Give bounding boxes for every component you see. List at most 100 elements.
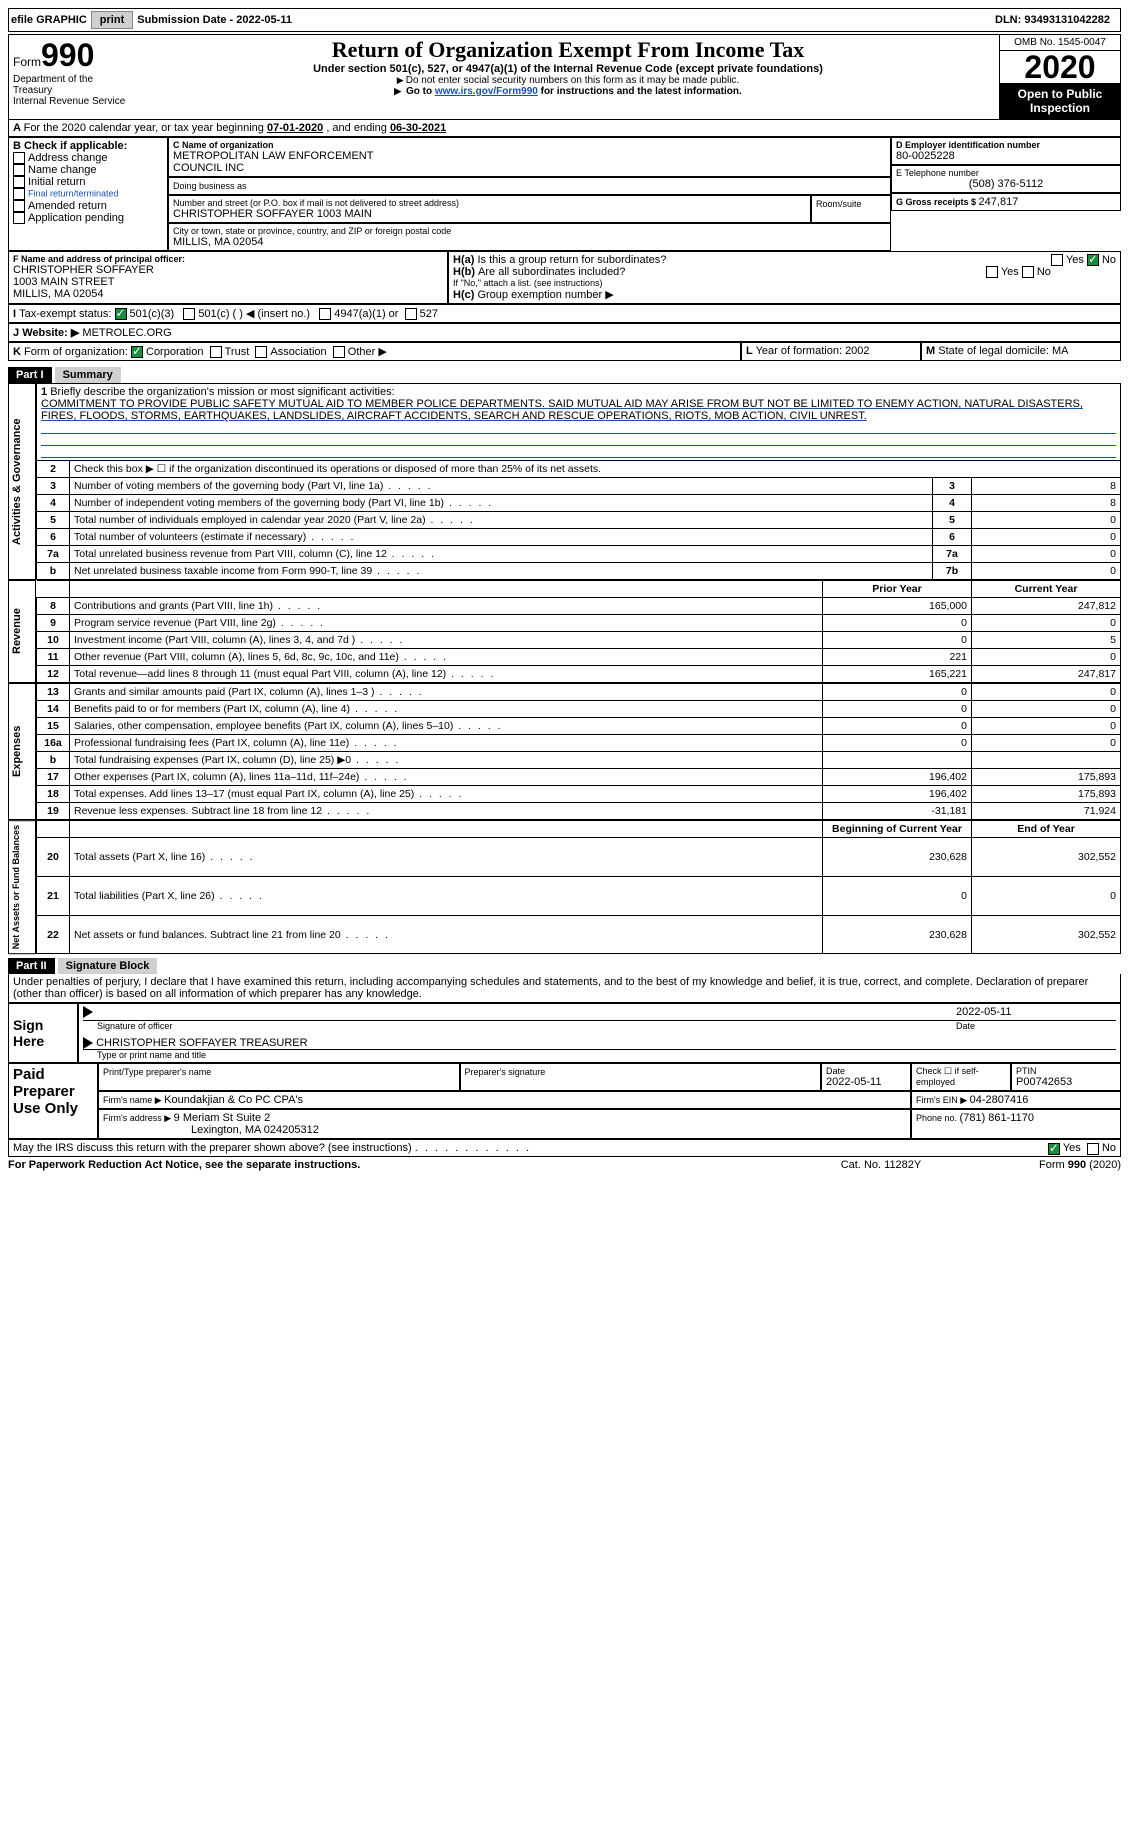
ein: 80-0025228: [896, 150, 1116, 162]
line-text: Net unrelated business taxable income fr…: [70, 563, 933, 580]
line-box: 3: [933, 478, 972, 495]
tax-year-begin: 07-01-2020: [267, 122, 323, 134]
line-text: Revenue less expenses. Subtract line 18 …: [70, 803, 823, 820]
check-self-employed[interactable]: Check ☐ if self-employed: [911, 1063, 1011, 1091]
q1-text: Briefly describe the organization's miss…: [50, 386, 394, 398]
firm-phone: (781) 861-1170: [960, 1112, 1034, 1124]
line-num: 2: [37, 461, 70, 478]
line-num: b: [37, 752, 70, 769]
prior-value: 165,000: [823, 598, 972, 615]
line-text: Number of independent voting members of …: [70, 495, 933, 512]
prior-value: 0: [823, 615, 972, 632]
form-number: Form990: [13, 37, 133, 74]
city-label: City or town, state or province, country…: [173, 226, 886, 236]
h-a: H(a) Is this a group return for subordin…: [453, 254, 1116, 266]
sig-arrow-icon-2: [83, 1037, 93, 1049]
prior-value: 230,628: [823, 915, 972, 954]
instr-goto: Go to www.irs.gov/Form990 for instructio…: [143, 86, 993, 97]
pra-notice: For Paperwork Reduction Act Notice, see …: [8, 1159, 801, 1171]
line-value: 0: [972, 563, 1121, 580]
dept-treasury: Department of the Treasury: [13, 74, 133, 96]
prep-sig-label: Preparer's signature: [465, 1067, 546, 1077]
discuss-yes[interactable]: [1048, 1143, 1060, 1155]
b-amended[interactable]: Amended return: [13, 200, 163, 212]
prior-value: 196,402: [823, 769, 972, 786]
check-501c3[interactable]: [115, 308, 127, 320]
line-text: Grants and similar amounts paid (Part IX…: [70, 684, 823, 701]
firm-ein: 04-2807416: [970, 1094, 1029, 1106]
net-assets-table: Beginning of Current Year End of Year 20…: [36, 820, 1121, 954]
line-l: L Year of formation: 2002: [741, 342, 921, 361]
part-ii-title: Signature Block: [58, 958, 158, 974]
line-box: 7a: [933, 546, 972, 563]
firm-addr2: Lexington, MA 024205312: [103, 1124, 319, 1136]
col-begin: Beginning of Current Year: [823, 821, 972, 838]
part-i-title: Summary: [55, 367, 121, 383]
sig-arrow-icon: [83, 1006, 93, 1018]
prior-value: 0: [823, 718, 972, 735]
revenue-table: Prior Year Current Year 8 Contributions …: [36, 580, 1121, 683]
tax-year-end: 06-30-2021: [390, 122, 446, 134]
org-address: CHRISTOPHER SOFFAYER 1003 MAIN: [173, 208, 806, 220]
room-label: Room/suite: [816, 199, 862, 209]
line-num: 15: [37, 718, 70, 735]
b-final-return[interactable]: Final return/terminated: [13, 188, 163, 200]
officer-addr2: MILLIS, MA 02054: [13, 288, 443, 300]
check-trust[interactable]: [210, 346, 222, 358]
check-other[interactable]: [333, 346, 345, 358]
section-fh: F Name and address of principal officer:…: [8, 251, 1121, 304]
line-num: 5: [37, 512, 70, 529]
line-text: Net assets or fund balances. Subtract li…: [70, 915, 823, 954]
line-text: Investment income (Part VIII, column (A)…: [70, 632, 823, 649]
prior-value: 165,221: [823, 666, 972, 683]
b-name-change[interactable]: Name change: [13, 164, 163, 176]
current-value: [972, 752, 1121, 769]
ptin: P00742653: [1016, 1076, 1116, 1088]
irs-link[interactable]: www.irs.gov/Form990: [435, 86, 538, 97]
line-num: 10: [37, 632, 70, 649]
check-501c[interactable]: [183, 308, 195, 320]
f-label: F Name and address of principal officer:: [13, 254, 443, 264]
line-box: 4: [933, 495, 972, 512]
print-button[interactable]: print: [91, 11, 133, 29]
part-ii-tag: Part II: [8, 958, 55, 974]
dln: DLN: 93493131042282: [995, 14, 1118, 26]
line-text: Total liabilities (Part X, line 26): [70, 876, 823, 915]
line-num: 22: [37, 915, 70, 954]
form-header: Form990 Department of the Treasury Inter…: [8, 34, 1121, 120]
current-value: 302,552: [972, 838, 1121, 877]
b-application-pending[interactable]: Application pending: [13, 212, 163, 224]
check-assoc[interactable]: [255, 346, 267, 358]
line-text: Total number of individuals employed in …: [70, 512, 933, 529]
line-k: K Form of organization: Corporation Trus…: [8, 342, 741, 361]
current-value: 0: [972, 701, 1121, 718]
current-value: 71,924: [972, 803, 1121, 820]
officer-printed-name: CHRISTOPHER SOFFAYER TREASURER: [96, 1037, 307, 1049]
tab-activities: Activities & Governance: [8, 383, 36, 580]
line-num: 19: [37, 803, 70, 820]
dba-label: Doing business as: [173, 181, 247, 191]
check-corp[interactable]: [131, 346, 143, 358]
h-c: H(c) Group exemption number ▶: [453, 288, 1116, 301]
check-527[interactable]: [405, 308, 417, 320]
line-text: Program service revenue (Part VIII, line…: [70, 615, 823, 632]
current-value: 175,893: [972, 786, 1121, 803]
prior-value: 0: [823, 876, 972, 915]
line-a: A For the 2020 calendar year, or tax yea…: [8, 120, 1121, 137]
line-num: 9: [37, 615, 70, 632]
line-num: 18: [37, 786, 70, 803]
b-initial-return[interactable]: Initial return: [13, 176, 163, 188]
irs: Internal Revenue Service: [13, 96, 133, 107]
current-value: 5: [972, 632, 1121, 649]
line-text: Check this box ▶ ☐ if the organization d…: [70, 461, 1121, 478]
discuss-no[interactable]: [1087, 1143, 1099, 1155]
sig-date: 2022-05-11: [956, 1006, 1116, 1018]
line-box: 5: [933, 512, 972, 529]
line-text: Other expenses (Part IX, column (A), lin…: [70, 769, 823, 786]
b-address-change[interactable]: Address change: [13, 152, 163, 164]
line-value: 8: [972, 495, 1121, 512]
org-city: MILLIS, MA 02054: [173, 236, 886, 248]
current-value: 247,812: [972, 598, 1121, 615]
current-value: 0: [972, 718, 1121, 735]
check-4947[interactable]: [319, 308, 331, 320]
